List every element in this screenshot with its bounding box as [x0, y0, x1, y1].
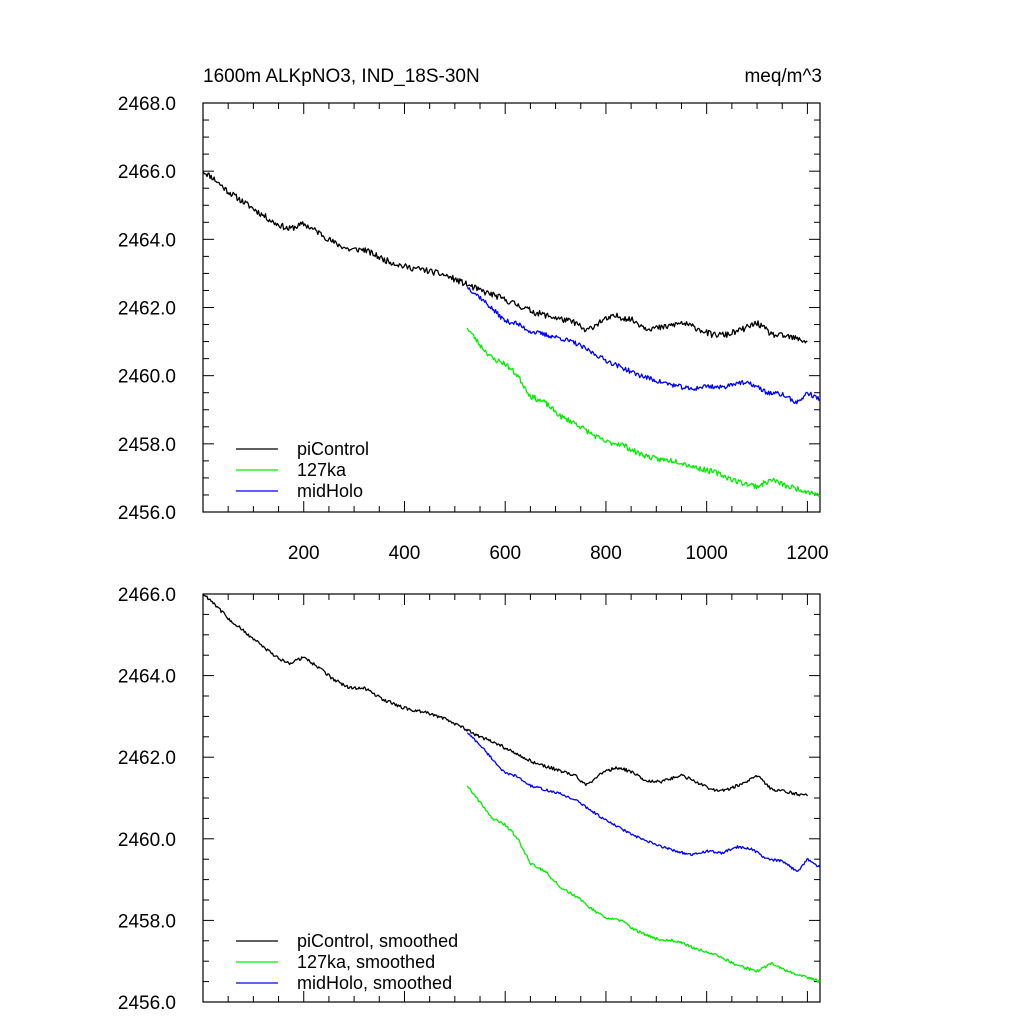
y-tick-label: 2460.0 — [118, 367, 176, 388]
x-tick-label: 400 — [389, 543, 421, 564]
series-line-midholo-smoothed — [466, 732, 821, 872]
y-tick-label: 2462.0 — [118, 748, 176, 769]
x-tick-label: 800 — [590, 543, 622, 564]
y-tick-label: 2462.0 — [118, 299, 176, 320]
y-tick-label: 2466.0 — [118, 162, 176, 183]
series-line-127ka-smoothed — [466, 785, 821, 983]
y-tick-label: 2458.0 — [118, 911, 176, 932]
y-tick-label: 2466.0 — [118, 585, 176, 606]
legend-label: piControl, smoothed — [297, 931, 458, 951]
plot-frame — [202, 593, 821, 1003]
y-tick-label: 2456.0 — [118, 503, 176, 524]
title-left: 1600m ALKpNO3, IND_18S-30N — [203, 66, 480, 87]
x-tick-label: 1200 — [786, 543, 828, 564]
legend-label: piControl — [297, 439, 369, 459]
y-tick-label: 2464.0 — [118, 667, 176, 688]
bottom-panel: 2456.0 2458.0 2460.0 2462.0 2464.0 2466.0 piCo… — [118, 585, 821, 1014]
legend-label: midHolo, smoothed — [297, 973, 452, 993]
top-panel: 1600m ALKpNO3, IND_18S-30N meq/m^3 2456.… — [118, 66, 829, 564]
legend-label: midHolo — [297, 481, 363, 501]
series-line-picontrol-smoothed — [202, 593, 808, 797]
x-tick-label: 600 — [489, 543, 521, 564]
plot-frame — [202, 102, 821, 513]
x-tick-label: 1000 — [686, 543, 728, 564]
series-line-127ka — [466, 327, 821, 498]
y-tick-label: 2456.0 — [118, 993, 176, 1014]
y-tick-label: 2458.0 — [118, 435, 176, 456]
y-tick-label: 2464.0 — [118, 230, 176, 251]
x-tick-label: 200 — [288, 543, 320, 564]
y-tick-label: 2460.0 — [118, 830, 176, 851]
legend-label: 127ka, smoothed — [297, 952, 435, 972]
series-line-picontrol — [202, 170, 808, 344]
title-right: meq/m^3 — [744, 66, 822, 87]
series-line-midholo — [466, 286, 821, 405]
legend-label: 127ka — [297, 460, 347, 480]
y-tick-label: 2468.0 — [118, 94, 176, 115]
